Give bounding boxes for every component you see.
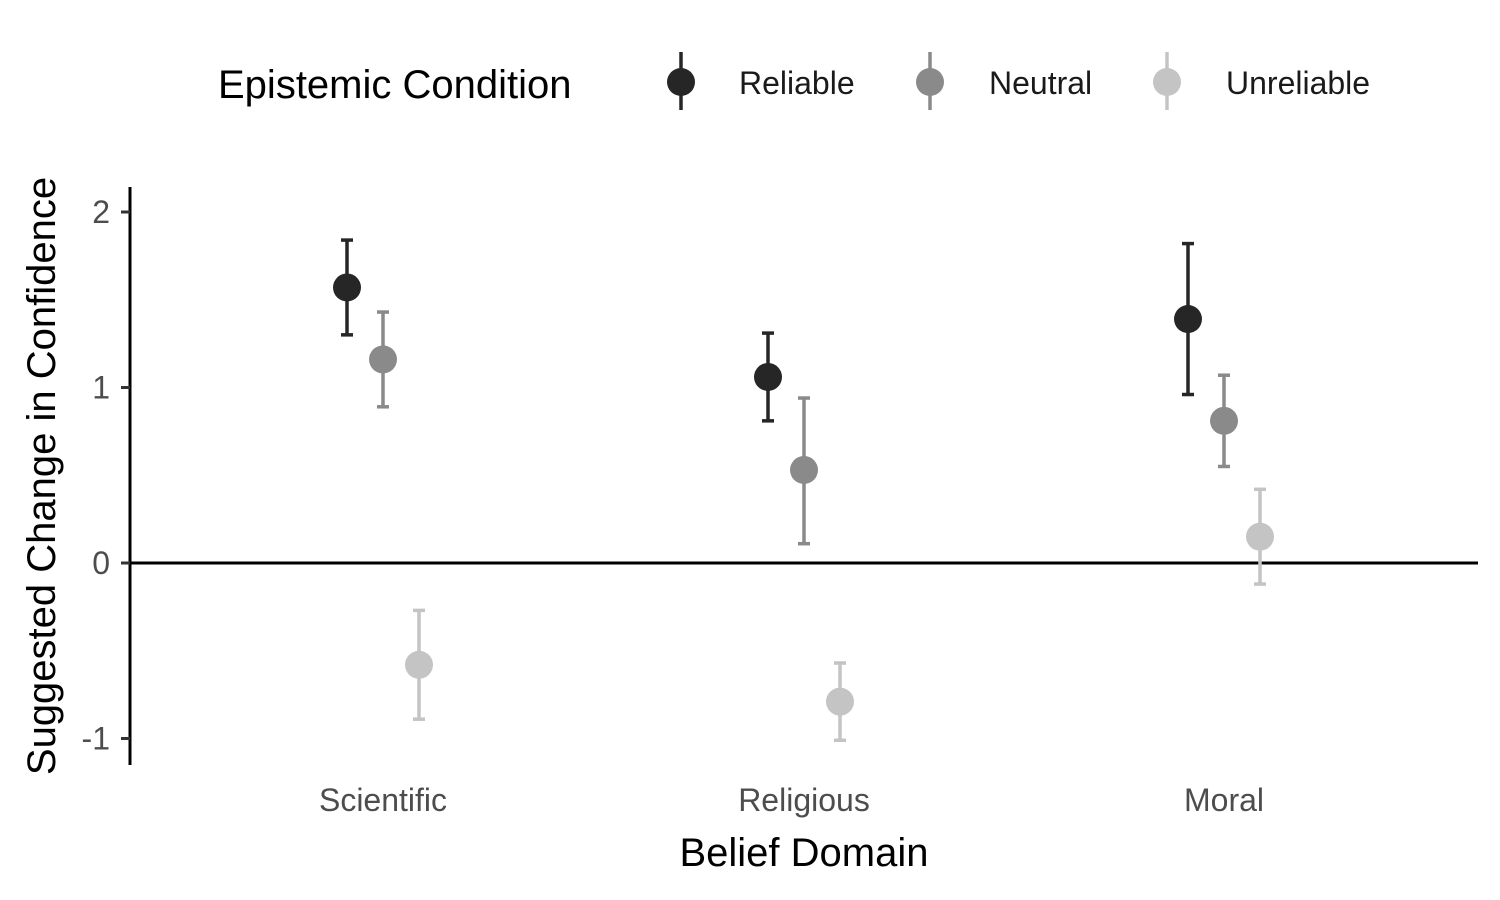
legend-label: Neutral	[989, 65, 1092, 101]
legend: Epistemic Condition Reliable Neutral Unrel…	[218, 52, 1370, 110]
legend-title: Epistemic Condition	[218, 63, 572, 107]
data-point	[369, 345, 397, 374]
data-marks	[333, 238, 1274, 743]
plot-area: -1 0 1 2 Scientific Religious Moral	[82, 187, 1478, 818]
y-tick-label: 0	[92, 545, 110, 581]
series-unreliable	[405, 487, 1274, 743]
legend-key-point	[1153, 68, 1181, 96]
series-reliable	[333, 238, 1202, 423]
legend-item-reliable: Reliable	[667, 52, 855, 110]
y-tick-label: 2	[92, 194, 110, 230]
x-axis-ticks: Scientific Religious Moral	[319, 782, 1264, 818]
data-point	[1174, 305, 1202, 334]
x-tick-label: Religious	[738, 782, 870, 818]
y-tick-label: 1	[92, 370, 110, 406]
legend-key-point	[916, 68, 944, 96]
x-tick-label: Scientific	[319, 782, 447, 818]
x-tick-label: Moral	[1184, 782, 1264, 818]
legend-label: Reliable	[739, 65, 855, 101]
data-point	[1246, 522, 1274, 551]
data-point	[754, 362, 782, 391]
legend-key-point	[667, 68, 695, 96]
data-point	[333, 273, 361, 302]
data-point	[790, 455, 818, 484]
data-point	[1210, 406, 1238, 435]
y-tick-label: -1	[82, 721, 110, 757]
y-axis-ticks: -1 0 1 2	[82, 194, 130, 757]
data-point	[405, 650, 433, 679]
legend-label: Unreliable	[1226, 65, 1370, 101]
x-axis-title: Belief Domain	[679, 831, 928, 875]
y-axis-title: Suggested Change in Confidence	[20, 177, 64, 775]
legend-item-unreliable: Unreliable	[1153, 52, 1370, 110]
data-point	[826, 687, 854, 716]
series-neutral	[369, 310, 1238, 546]
legend-item-neutral: Neutral	[916, 52, 1092, 110]
